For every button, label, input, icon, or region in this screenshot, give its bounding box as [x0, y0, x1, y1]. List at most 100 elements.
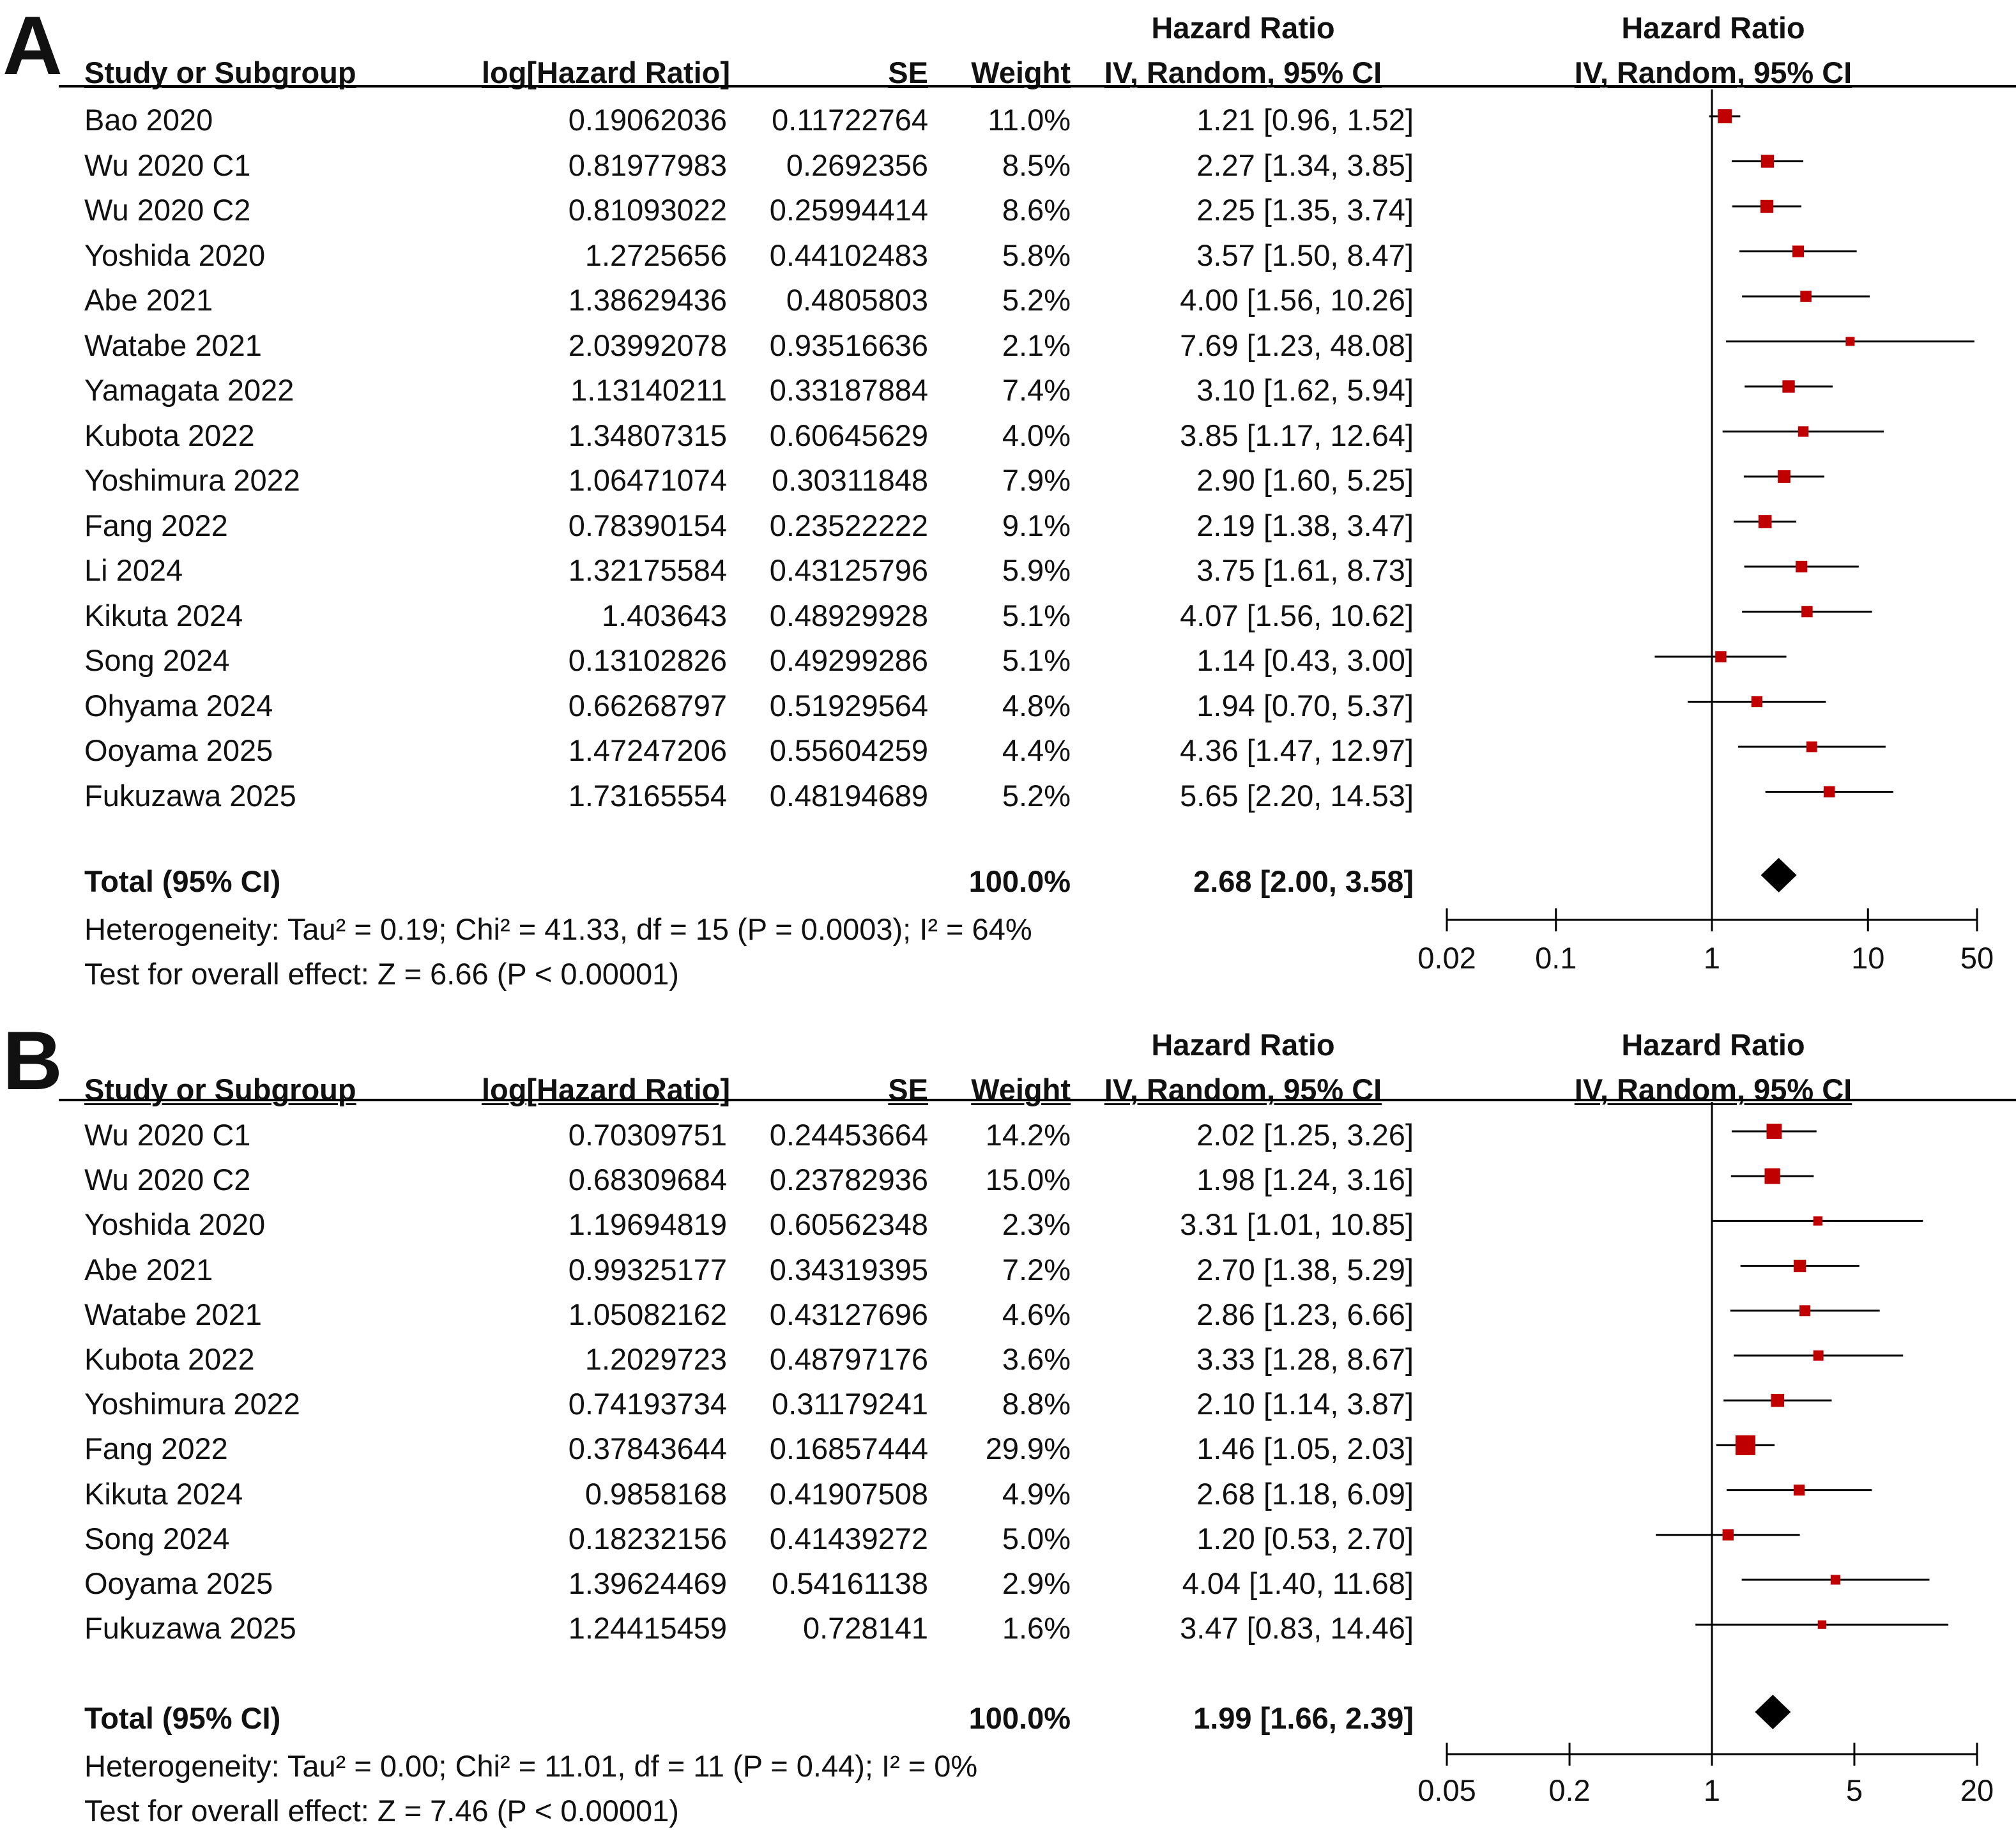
- header-rule: [59, 85, 2016, 88]
- se-value: 0.60562348: [769, 1207, 928, 1242]
- se-value: 0.34319395: [769, 1252, 928, 1287]
- hr-ci-value: 1.46 [1.05, 2.03]: [1196, 1432, 1414, 1466]
- point-estimate-marker: [1735, 1435, 1755, 1455]
- point-estimate-marker: [1758, 515, 1772, 528]
- hr-ci-value: 3.75 [1.61, 8.73]: [1196, 553, 1414, 587]
- study-name: Wu 2020 C1: [84, 1118, 251, 1152]
- total-ci: 1.99 [1.66, 2.39]: [1193, 1701, 1414, 1735]
- weight-value: 3.6%: [1002, 1342, 1071, 1376]
- weight-value: 4.4%: [1002, 733, 1071, 767]
- study-name: Abe 2021: [84, 1252, 213, 1287]
- header-loghr: log[Hazard Ratio]: [481, 56, 730, 89]
- hr-ci-value: 1.21 [0.96, 1.52]: [1196, 103, 1414, 137]
- weight-value: 5.2%: [1002, 778, 1071, 813]
- loghr-value: 0.99325177: [568, 1252, 727, 1287]
- point-estimate-marker: [1798, 426, 1809, 437]
- se-value: 0.93516636: [769, 328, 928, 362]
- x-tick-label: 20: [1960, 1773, 1994, 1807]
- weight-value: 8.6%: [1002, 193, 1071, 227]
- x-tick-label: 0.05: [1417, 1773, 1476, 1807]
- loghr-value: 0.37843644: [568, 1432, 727, 1466]
- point-estimate-marker: [1830, 1575, 1840, 1585]
- x-tick-label: 0.2: [1548, 1773, 1591, 1807]
- study-name: Wu 2020 C2: [84, 1163, 251, 1197]
- hr-ci-value: 2.02 [1.25, 3.26]: [1196, 1118, 1414, 1152]
- header-hr-line1: Hazard Ratio: [1151, 1028, 1335, 1062]
- total-label: Total (95% CI): [84, 864, 281, 898]
- point-estimate-marker: [1806, 741, 1817, 753]
- study-name: Kubota 2022: [84, 1342, 255, 1376]
- point-estimate-marker: [1793, 1259, 1806, 1272]
- se-value: 0.43125796: [769, 553, 928, 587]
- loghr-value: 1.47247206: [568, 733, 727, 767]
- study-name: Fukuzawa 2025: [84, 1611, 296, 1646]
- weight-value: 7.2%: [1002, 1252, 1071, 1287]
- heterogeneity-stats: Heterogeneity: Tau² = 0.19; Chi² = 41.33…: [84, 912, 1032, 946]
- weight-value: 7.4%: [1002, 373, 1071, 407]
- hr-ci-value: 3.47 [0.83, 14.46]: [1180, 1611, 1414, 1646]
- se-value: 0.60645629: [769, 418, 928, 452]
- overall-effect-test: Test for overall effect: Z = 7.46 (P < 0…: [84, 1794, 679, 1828]
- hr-ci-value: 2.90 [1.60, 5.25]: [1196, 463, 1414, 497]
- loghr-value: 0.19062036: [568, 103, 727, 137]
- point-estimate-marker: [1801, 606, 1813, 618]
- se-value: 0.55604259: [769, 733, 928, 767]
- loghr-value: 1.13140211: [570, 373, 727, 407]
- hr-ci-value: 2.70 [1.38, 5.29]: [1196, 1252, 1414, 1287]
- se-value: 0.16857444: [769, 1432, 928, 1466]
- weight-value: 29.9%: [985, 1432, 1071, 1466]
- header-hr-line2: IV, Random, 95% CI: [1104, 56, 1382, 89]
- se-value: 0.25994414: [769, 193, 928, 227]
- total-weight: 100.0%: [968, 1701, 1071, 1735]
- x-tick-label: 1: [1703, 941, 1721, 975]
- weight-value: 4.0%: [1002, 418, 1071, 452]
- point-estimate-marker: [1764, 1168, 1780, 1184]
- weight-value: 2.1%: [1002, 328, 1071, 362]
- weight-value: 5.9%: [1002, 553, 1071, 587]
- hr-ci-value: 2.25 [1.35, 3.74]: [1196, 193, 1414, 227]
- study-name: Fang 2022: [84, 508, 228, 542]
- point-estimate-marker: [1718, 109, 1732, 123]
- loghr-value: 1.403643: [601, 598, 727, 632]
- hr-ci-value: 1.20 [0.53, 2.70]: [1196, 1521, 1414, 1555]
- weight-value: 4.9%: [1002, 1476, 1071, 1511]
- x-tick-label: 50: [1960, 941, 1994, 975]
- loghr-value: 0.68309684: [568, 1163, 727, 1197]
- loghr-value: 1.06471074: [568, 463, 727, 497]
- study-name: Ooyama 2025: [84, 1566, 273, 1600]
- header-hr-line1: Hazard Ratio: [1151, 11, 1335, 45]
- loghr-value: 1.32175584: [568, 553, 727, 587]
- hr-ci-value: 4.36 [1.47, 12.97]: [1180, 733, 1414, 767]
- point-estimate-marker: [1792, 245, 1805, 257]
- study-name: Ooyama 2025: [84, 733, 273, 767]
- pooled-estimate-diamond: [1755, 1695, 1791, 1729]
- se-value: 0.31179241: [772, 1387, 928, 1421]
- study-name: Wu 2020 C2: [84, 193, 251, 227]
- weight-value: 7.9%: [1002, 463, 1071, 497]
- hr-ci-value: 3.57 [1.50, 8.47]: [1196, 238, 1414, 272]
- se-value: 0.44102483: [769, 238, 928, 272]
- hr-ci-value: 1.94 [0.70, 5.37]: [1196, 688, 1414, 722]
- loghr-value: 1.38629436: [568, 283, 727, 317]
- se-value: 0.43127696: [769, 1297, 928, 1331]
- weight-value: 5.2%: [1002, 283, 1071, 317]
- loghr-value: 1.2029723: [584, 1342, 727, 1376]
- hr-ci-value: 7.69 [1.23, 48.08]: [1180, 328, 1414, 362]
- header-plot-line2: IV, Random, 95% CI: [1574, 56, 1852, 89]
- weight-value: 2.3%: [1002, 1207, 1071, 1242]
- hr-ci-value: 1.14 [0.43, 3.00]: [1196, 643, 1414, 677]
- study-name: Watabe 2021: [84, 328, 262, 362]
- se-value: 0.728141: [802, 1611, 928, 1646]
- point-estimate-marker: [1817, 1620, 1827, 1629]
- overall-effect-test: Test for overall effect: Z = 6.66 (P < 0…: [84, 957, 679, 991]
- header-weight: Weight: [971, 56, 1071, 89]
- weight-value: 8.5%: [1002, 148, 1071, 182]
- hr-ci-value: 2.19 [1.38, 3.47]: [1196, 508, 1414, 542]
- se-value: 0.48797176: [769, 1342, 928, 1376]
- study-name: Fukuzawa 2025: [84, 778, 296, 813]
- study-name: Fang 2022: [84, 1432, 228, 1466]
- weight-value: 14.2%: [985, 1118, 1071, 1152]
- se-value: 0.49299286: [769, 643, 928, 677]
- study-name: Li 2024: [84, 553, 183, 587]
